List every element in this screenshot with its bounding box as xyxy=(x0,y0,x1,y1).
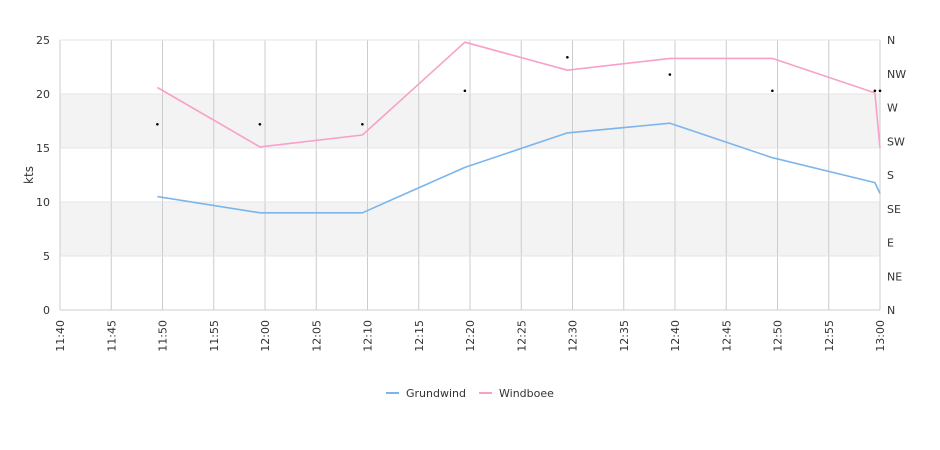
direction-tick-label: SE xyxy=(887,203,901,216)
x-tick-label: 11:50 xyxy=(157,320,170,352)
y-tick-label: 15 xyxy=(36,142,50,155)
direction-tick-label: NE xyxy=(887,270,902,283)
x-tick-label: 12:25 xyxy=(515,320,528,352)
series-lines xyxy=(156,41,881,214)
x-tick-label: 12:15 xyxy=(413,320,426,352)
x-tick-label: 13:00 xyxy=(874,320,887,352)
direction-tick-label: SW xyxy=(887,135,905,148)
y-tick-label: 25 xyxy=(36,34,50,47)
y-tick-label: 10 xyxy=(36,196,50,209)
direction-tick-label: NW xyxy=(887,68,906,81)
x-tick-label: 12:05 xyxy=(310,320,323,352)
direction-point xyxy=(566,55,569,59)
x-tick-label: 12:55 xyxy=(823,320,836,352)
direction-point xyxy=(463,89,467,93)
series-line-windboee[interactable] xyxy=(156,41,881,149)
legend-label: Windboee xyxy=(499,387,554,400)
direction-point xyxy=(361,122,364,126)
direction-point xyxy=(156,122,159,126)
x-axis-ticks: 11:40 11:45 11:50 11:55 12:00 12:05 12:10 12:15… xyxy=(54,320,887,352)
x-tick-label: 12:35 xyxy=(618,320,631,352)
x-tick-label: 11:45 xyxy=(105,320,118,352)
x-tick-label: 11:40 xyxy=(54,320,67,352)
y-tick-label: 0 xyxy=(43,304,50,317)
legend[interactable]: Grundwind Windboee xyxy=(386,387,554,400)
direction-axis-ticks: N NW W SW S SE E NE N xyxy=(887,34,906,317)
direction-tick-label: N xyxy=(887,34,895,47)
y-tick-label: 20 xyxy=(36,88,50,101)
x-tick-label: 12:20 xyxy=(464,320,477,352)
series-line-grundwind[interactable] xyxy=(157,122,881,214)
x-tick-label: 12:40 xyxy=(669,320,682,352)
x-tick-label: 12:00 xyxy=(259,320,272,352)
direction-tick-label: S xyxy=(887,169,894,182)
direction-point xyxy=(258,122,262,126)
legend-label: Grundwind xyxy=(406,387,466,400)
direction-point xyxy=(873,89,877,93)
x-tick-label: 12:10 xyxy=(362,320,375,352)
x-tick-label: 12:45 xyxy=(720,320,733,352)
direction-point xyxy=(878,89,882,93)
y-tick-label: 5 xyxy=(43,250,50,263)
y-axis-label: kts xyxy=(22,166,36,184)
x-tick-label: 12:50 xyxy=(772,320,785,352)
direction-point xyxy=(771,89,774,93)
direction-tick-label: N xyxy=(887,304,895,317)
x-grid xyxy=(59,40,881,310)
direction-tick-label: E xyxy=(887,237,894,250)
x-tick-label: 11:55 xyxy=(208,320,221,352)
direction-tick-label: W xyxy=(887,102,898,115)
legend-item-grundwind[interactable]: Grundwind xyxy=(386,387,466,400)
y-axis-ticks: 0 5 10 15 20 25 xyxy=(36,34,50,317)
direction-points xyxy=(156,55,882,126)
legend-item-windboee[interactable]: Windboee xyxy=(479,387,554,400)
direction-point xyxy=(668,73,672,76)
x-tick-label: 12:30 xyxy=(567,320,580,352)
